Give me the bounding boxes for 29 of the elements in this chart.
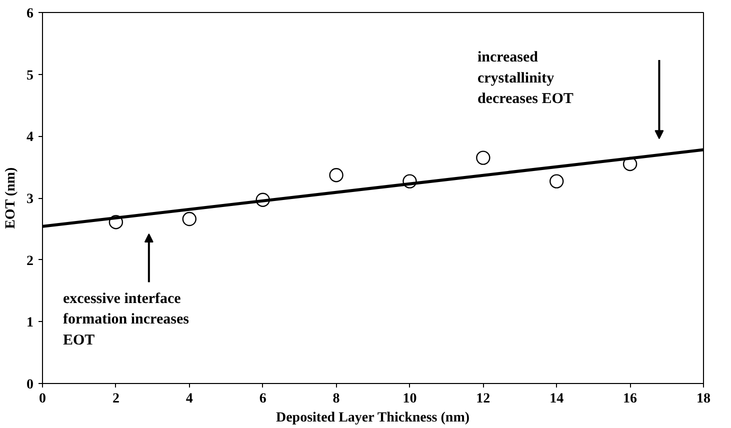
y-tick-label: 1 <box>26 316 34 331</box>
point <box>622 156 638 172</box>
x-tick-label: 14 <box>550 392 564 406</box>
annotation: increased crystallinity decreases EOT <box>477 50 574 108</box>
point <box>329 168 344 182</box>
x-tick-label: 6 <box>259 392 266 406</box>
point <box>108 215 124 230</box>
x-axis-title: Deposited Layer Thickness (nm) <box>276 410 470 426</box>
y-tick-label: 2 <box>26 254 34 269</box>
annotation: excessive interface formation increases EOT <box>62 290 190 348</box>
y-tick-label: 4 <box>26 130 34 146</box>
y-tick-label: 5 <box>26 68 34 84</box>
x-tick-label: 18 <box>696 392 710 406</box>
point <box>402 174 417 188</box>
x-tick-label: 16 <box>623 392 638 406</box>
x-tick-label: 0 <box>39 392 46 406</box>
y-axis-title: EOT (nm) <box>4 166 18 229</box>
point <box>550 174 564 188</box>
x-tick-label: 12 <box>476 392 490 406</box>
x-tick-label: 10 <box>402 392 417 406</box>
y-tick-label: 3 <box>26 192 34 207</box>
y-tick-label: 6 <box>26 6 34 22</box>
x-tick-label: 8 <box>332 392 340 406</box>
x-tick-label: 4 <box>186 392 193 406</box>
point <box>476 150 490 165</box>
point <box>182 212 196 226</box>
y-tick-label: 0 <box>26 378 34 392</box>
point <box>256 192 270 207</box>
x-tick-label: 2 <box>112 392 120 406</box>
